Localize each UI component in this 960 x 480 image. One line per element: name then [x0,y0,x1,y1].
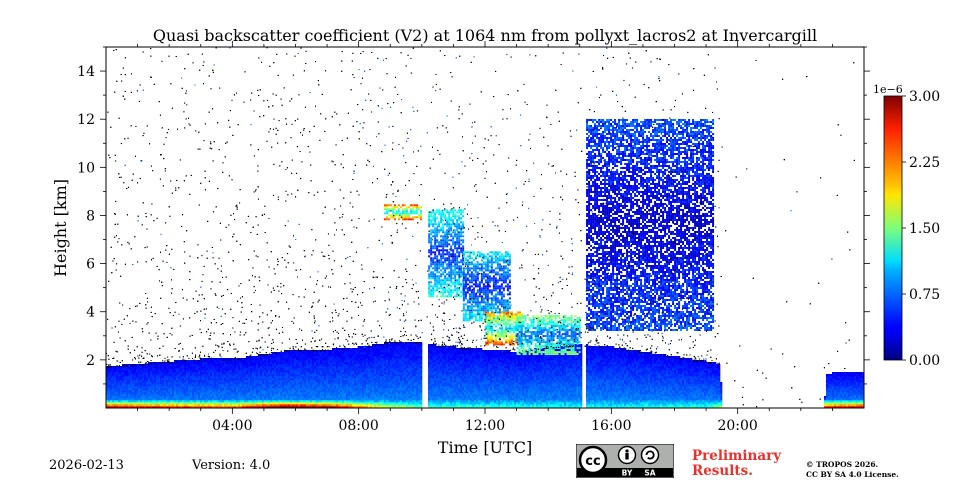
chart-title: Quasi backscatter coefficient (V2) at 10… [153,26,817,45]
cloud-layer-1 [383,204,422,221]
cloud-layer-6 [586,118,715,331]
preliminary-line-2: Results. [692,464,781,479]
copyright-note: © TROPOS 2026. CC BY SA 4.0 License. [806,460,899,480]
preliminary-results-note: Preliminary Results. [692,449,781,479]
colorbar-tick-label: 3.00 [909,89,940,105]
x-tick-label: 12:00 [465,418,505,434]
y-tick-label: 6 [86,257,95,273]
cc-by-sa-badge: cc BY SA [576,444,674,478]
colorbar: 1e−6 0.00 0.75 1.50 2.25 3.00 [873,83,940,369]
y-tick-label: 10 [77,160,95,176]
y-tick-label: 4 [86,305,95,321]
y-tick-label: 14 [77,64,95,80]
colorbar-offset-label: 1e−6 [873,83,903,96]
copyright-line-1: © TROPOS 2026. [806,460,899,470]
preliminary-line-1: Preliminary [692,449,781,464]
y-tick-label: 12 [77,112,95,128]
date-label: 2026-02-13 [49,458,124,473]
version-label: Version: 4.0 [192,458,270,473]
cloud-layer-5 [516,315,581,356]
heatmap-layer [106,47,864,408]
x-tick-label: 08:00 [338,418,378,434]
cloud-layers [383,118,715,356]
cloud-layer-3 [462,251,511,322]
sa-icon [640,445,660,465]
cc-icon [578,445,608,475]
colorbar-tick-label: 1.50 [909,221,940,237]
y-tick-label: 8 [86,208,95,224]
x-axis-label: Time [UTC] [438,438,532,457]
colorbar-tick-label: 0.00 [909,353,940,369]
boundary-layer-field [106,342,864,408]
x-tick-label: 04:00 [212,418,252,434]
y-axis-label: Height [km] [51,179,70,277]
noise-speckle [106,47,855,408]
colorbar-tick-label: 0.75 [909,287,940,303]
cloud-layer-2 [428,209,465,298]
x-axis: 04:00 08:00 12:00 16:00 20:00 [137,41,833,434]
copyright-line-2: CC BY SA 4.0 License. [806,470,899,480]
plot-background [106,47,864,408]
y-tick-label: 2 [86,353,95,369]
x-tick-label: 20:00 [717,418,757,434]
x-tick-label: 16:00 [591,418,631,434]
colorbar-tick-label: 2.25 [909,155,940,171]
colorbar-gradient [883,95,903,361]
y-axis: 2 4 6 8 10 12 14 [77,46,870,385]
cloud-layer-4 [485,311,523,346]
